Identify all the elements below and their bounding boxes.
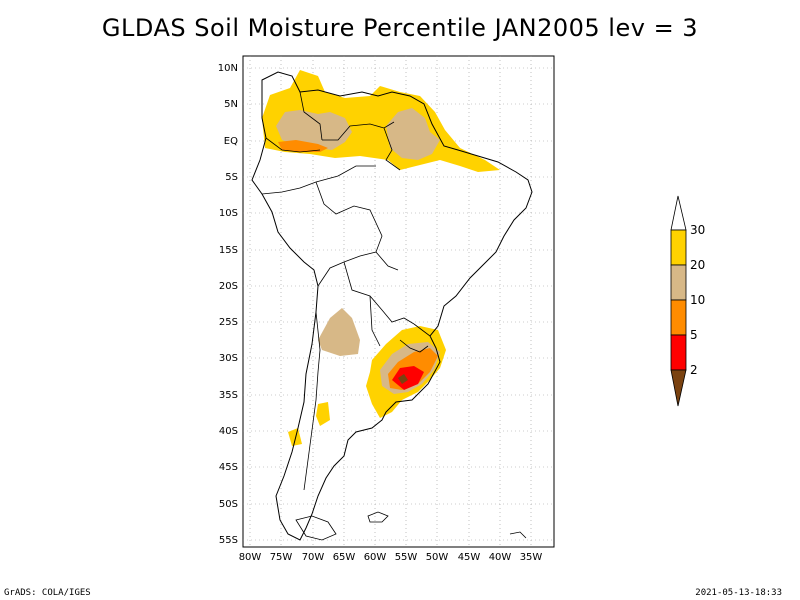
guiana-tan-region xyxy=(386,108,440,160)
percentile-shading xyxy=(262,70,500,446)
tierra-del-fuego xyxy=(295,515,337,541)
chile-yellow-patch xyxy=(316,402,330,426)
legend-labels: 30 20 10 5 2 xyxy=(690,223,705,377)
south-america-coastline xyxy=(251,71,533,541)
legend-label-30: 30 xyxy=(690,223,705,237)
uruguay-brown-spot xyxy=(398,374,408,384)
lat-label-30s: 30S xyxy=(219,353,238,364)
legend-2-5-box xyxy=(670,334,687,371)
lat-label-10s: 10S xyxy=(219,208,238,219)
longitude-labels: 80W 75W 70W 65W 60W 55W 50W 45W 40W 35W xyxy=(239,552,543,563)
legend-label-20: 20 xyxy=(690,258,705,272)
legend-above-30-triangle xyxy=(670,195,687,231)
lat-label-55s: 55S xyxy=(219,535,238,546)
latitude-labels: 10N 5N EQ 5S 10S 15S 20S 25S 30S 35S 40S… xyxy=(218,63,238,546)
country-borders xyxy=(261,91,431,491)
lon-label-65w: 65W xyxy=(333,552,356,563)
footer-timestamp: 2021-05-13-18:33 xyxy=(695,588,782,598)
central-tan-patch xyxy=(318,308,360,356)
legend-10-20-box xyxy=(670,264,687,301)
lat-label-45s: 45S xyxy=(219,462,238,473)
lon-label-80w: 80W xyxy=(239,552,262,563)
legend-5-10-box xyxy=(670,299,687,336)
lat-label-25s: 25S xyxy=(219,317,238,328)
lat-label-50s: 50S xyxy=(219,499,238,510)
south-georgia xyxy=(509,531,527,539)
lat-label-20s: 20S xyxy=(219,281,238,292)
lon-label-75w: 75W xyxy=(270,552,293,563)
patagonia-yellow-patch xyxy=(288,428,302,446)
falkland-islands xyxy=(367,511,389,523)
north-orange-strip xyxy=(278,140,328,152)
legend-label-2: 2 xyxy=(690,363,698,377)
lat-label-5n: 5N xyxy=(224,99,238,110)
color-legend xyxy=(670,195,687,407)
lon-label-60w: 60W xyxy=(364,552,387,563)
lon-label-50w: 50W xyxy=(426,552,449,563)
uruguay-red-region xyxy=(392,366,424,390)
lat-label-eq: EQ xyxy=(224,136,238,147)
lat-label-5s: 5S xyxy=(225,172,238,183)
map-title: GLDAS Soil Moisture Percentile JAN2005 l… xyxy=(101,14,699,42)
footer-credit: GrADS: COLA/IGES xyxy=(4,588,91,598)
lon-label-45w: 45W xyxy=(458,552,481,563)
lat-label-10n: 10N xyxy=(218,63,238,74)
map-frame xyxy=(242,55,555,548)
lon-label-40w: 40W xyxy=(489,552,512,563)
lat-label-40s: 40S xyxy=(219,426,238,437)
lat-label-35s: 35S xyxy=(219,390,238,401)
legend-label-5: 5 xyxy=(690,328,698,342)
lon-label-35w: 35W xyxy=(520,552,543,563)
lat-label-15s: 15S xyxy=(219,245,238,256)
legend-20-30-box xyxy=(670,229,687,266)
lon-label-55w: 55W xyxy=(395,552,418,563)
lon-label-70w: 70W xyxy=(302,552,325,563)
legend-label-10: 10 xyxy=(690,293,705,307)
legend-below-2-triangle xyxy=(670,369,687,407)
